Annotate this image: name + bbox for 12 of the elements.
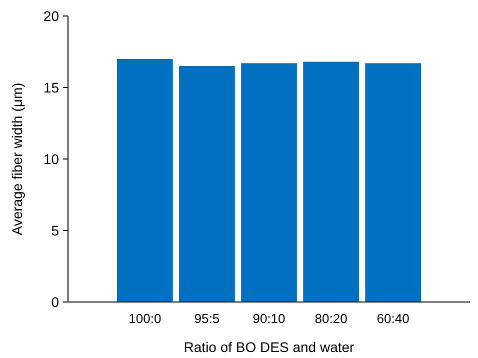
x-tick-label: 60:40 bbox=[376, 311, 410, 326]
y-axis-title: Average fiber width (μm) bbox=[9, 82, 25, 236]
y-tick-label: 5 bbox=[51, 222, 60, 238]
x-tick-label: 90:10 bbox=[252, 311, 286, 326]
x-tick-label: 100:0 bbox=[128, 311, 162, 326]
y-tick-label: 10 bbox=[43, 150, 60, 167]
x-tick-label: 80:20 bbox=[314, 311, 348, 326]
y-tick-label: 20 bbox=[43, 8, 60, 24]
x-tick-label: 95:5 bbox=[194, 311, 220, 326]
y-tick-label: 0 bbox=[51, 294, 60, 310]
y-tick-label: 15 bbox=[43, 79, 60, 96]
x-axis-title: Ratio of BO DES and water bbox=[184, 339, 355, 355]
